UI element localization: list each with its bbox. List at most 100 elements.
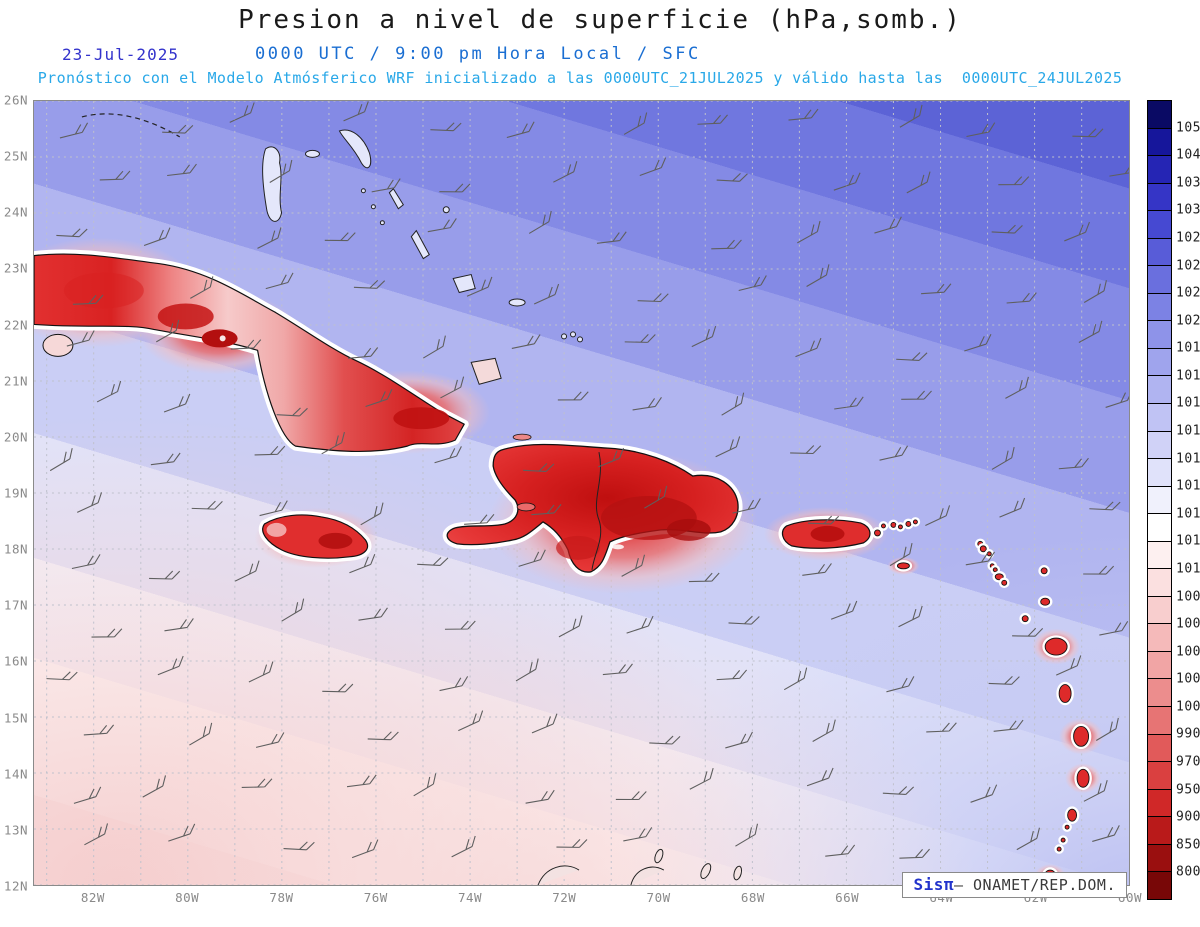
colorbar-swatch — [1148, 348, 1171, 377]
grid-layer — [34, 101, 1129, 885]
colorbar-level-label: 970 — [1176, 754, 1200, 770]
colorbar-level-label: 800 — [1176, 864, 1200, 880]
colorbar-level-label: 1008 — [1176, 589, 1200, 605]
lat-tick-label: 19N — [3, 485, 28, 501]
lat-tick-label: 25N — [3, 148, 28, 164]
colorbar-swatch — [1148, 789, 1171, 818]
colorbar-level-label: 1013 — [1176, 506, 1200, 522]
lon-tick-label: 68W — [740, 890, 765, 905]
colorbar-labels: 1050 1040 1035 1030 1028 1025 1022 1020 1019 1018… — [1176, 100, 1200, 900]
colorbar-swatches — [1147, 100, 1172, 900]
colorbar-level-label: 1022 — [1176, 285, 1200, 301]
colorbar-swatch — [1148, 101, 1171, 129]
lon-tick-label: 70W — [646, 890, 671, 905]
colorbar-level-label: 1000 — [1176, 699, 1200, 715]
colorbar-level-label: 1002 — [1176, 671, 1200, 687]
colorbar-swatch — [1148, 624, 1171, 652]
colorbar-swatch — [1148, 651, 1171, 680]
tortuga-island — [512, 433, 532, 441]
colorbar-swatch — [1148, 762, 1171, 790]
colorbar-level-label: 900 — [1176, 809, 1200, 825]
lat-tick-label: 13N — [3, 822, 28, 838]
colorbar-swatch — [1148, 376, 1171, 405]
lat-tick-label: 14N — [3, 766, 28, 782]
colorbar-swatch — [1148, 514, 1171, 542]
isla-juventud — [42, 333, 74, 357]
colorbar-level-label: 1004 — [1176, 644, 1200, 660]
colorbar-swatch — [1148, 459, 1171, 487]
colorbar-swatch — [1148, 679, 1171, 708]
colorbar-swatch — [1148, 596, 1171, 625]
colorbar-level-label: 1016 — [1176, 423, 1200, 439]
colorbar-swatch — [1148, 293, 1171, 322]
florida-keys-coastline — [81, 113, 181, 138]
lon-tick-label: 82W — [80, 890, 105, 905]
colorbar-level-label: 1015 — [1176, 451, 1200, 467]
chart-title: Presion a nivel de superficie (hPa,somb.… — [238, 5, 962, 35]
colorbar-swatch — [1148, 183, 1171, 212]
lon-tick-label: 76W — [363, 890, 388, 905]
lon-tick-label: 66W — [835, 890, 860, 905]
latitude-axis: 26N 25N 24N 23N 22N 21N 20N 19N 18N 17N 16N 15N 14N 1… — [0, 93, 31, 894]
colorbar-swatch — [1148, 431, 1171, 460]
valid-time: 0000 UTC / 9:00 pm Hora Local / SFC — [255, 44, 701, 64]
colorbar-swatch — [1148, 817, 1171, 845]
hispaniola-island — [442, 440, 743, 577]
colorbar-level-label: 1025 — [1176, 258, 1200, 274]
lat-tick-label: 22N — [3, 317, 28, 333]
map-area: Sisπ– ONAMET/REP.DOM. — [33, 100, 1130, 898]
colorbar-swatch — [1148, 211, 1171, 239]
lat-tick-label: 26N — [3, 92, 28, 108]
jamaica-island — [258, 511, 372, 563]
lon-tick-label: 72W — [552, 890, 577, 905]
colorbar-level-label: 1035 — [1176, 175, 1200, 191]
pressure-map — [34, 101, 1129, 885]
lat-tick-label: 21N — [3, 373, 28, 389]
lat-tick-label: 23N — [3, 260, 28, 276]
colorbar-swatch — [1148, 844, 1171, 873]
credit-text: – ONAMET/REP.DOM. — [953, 876, 1116, 894]
colorbar-swatch — [1148, 569, 1171, 597]
colorbar-swatch — [1148, 404, 1171, 432]
colorbar-level-label: 950 — [1176, 782, 1200, 798]
model-init-line: Pronóstico con el Modelo Atmósferico WRF… — [37, 69, 1123, 87]
south-caribbean-coast — [537, 848, 743, 885]
cuba-island — [34, 249, 469, 456]
colorbar-swatch — [1148, 541, 1171, 570]
gonave-island — [516, 502, 536, 512]
colorbar-level-label: 1050 — [1176, 120, 1200, 136]
bahamas-islands — [262, 129, 583, 385]
lat-tick-label: 15N — [3, 710, 28, 726]
colorbar-legend: 1050 1040 1035 1030 1028 1025 1022 1020 1019 1018… — [1147, 100, 1200, 902]
colorbar-swatch — [1148, 128, 1171, 157]
colorbar-level-label: 1018 — [1176, 368, 1200, 384]
colorbar-level-label: 1040 — [1176, 147, 1200, 163]
colorbar-swatch — [1148, 707, 1171, 735]
colorbar-swatch — [1148, 734, 1171, 763]
colorbar-level-label: 1014 — [1176, 478, 1200, 494]
colorbar-level-label: 1020 — [1176, 313, 1200, 329]
lat-tick-label: 18N — [3, 541, 28, 557]
colorbar-swatch — [1148, 486, 1171, 515]
colorbar-level-label: 1017 — [1176, 395, 1200, 411]
lon-tick-label: 74W — [457, 890, 483, 905]
colorbar-level-label: 1006 — [1176, 616, 1200, 632]
lat-tick-label: 17N — [3, 597, 28, 613]
lon-tick-label: 78W — [269, 890, 294, 905]
colorbar-swatch — [1148, 156, 1171, 184]
colorbar-swatch — [1148, 266, 1171, 294]
colorbar-level-label: 1012 — [1176, 533, 1200, 549]
lat-tick-label: 16N — [3, 653, 28, 669]
puerto-rico-island — [778, 515, 874, 553]
colorbar-swatch — [1148, 872, 1171, 899]
lon-tick-label: 80W — [175, 890, 200, 905]
colorbar-level-label: 850 — [1176, 837, 1200, 853]
lat-tick-label: 20N — [3, 429, 28, 445]
lat-tick-label: 24N — [3, 204, 28, 220]
credit-badge: Sisπ– ONAMET/REP.DOM. — [902, 872, 1127, 898]
colorbar-swatch — [1148, 238, 1171, 267]
lat-tick-label: 12N — [3, 878, 28, 894]
colorbar-level-label: 990 — [1176, 726, 1200, 742]
colorbar-level-label: 1030 — [1176, 202, 1200, 218]
